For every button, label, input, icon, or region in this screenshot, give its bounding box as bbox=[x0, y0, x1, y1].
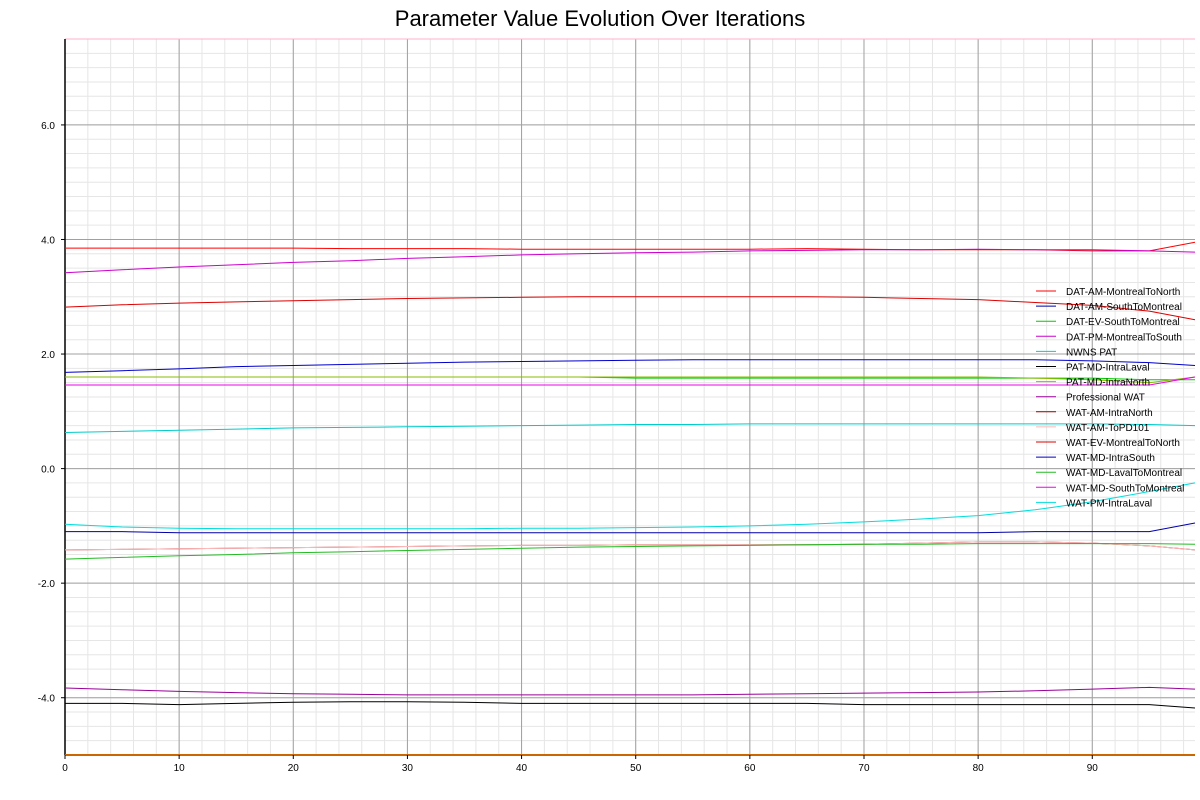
legend-label: WAT-MD-IntraSouth bbox=[1066, 453, 1155, 464]
series-line bbox=[64, 482, 1196, 530]
y-tick-label: 4.0 bbox=[41, 235, 55, 246]
legend-label: WAT-AM-ToPD101 bbox=[1066, 423, 1150, 434]
x-tick-label: 50 bbox=[630, 763, 642, 774]
series-line bbox=[65, 376, 1196, 384]
legend-label: DAT-AM-SouthToMontreal bbox=[1066, 302, 1182, 313]
legend-label: NWNS PAT bbox=[1066, 347, 1117, 358]
y-tick-label: -4.0 bbox=[38, 694, 56, 705]
series-line bbox=[65, 522, 1196, 534]
legend-label: WAT-PM-IntraLaval bbox=[1066, 498, 1152, 509]
x-tick-label: 10 bbox=[174, 763, 186, 774]
y-tick-label: 6.0 bbox=[41, 121, 55, 132]
legend-label: WAT-MD-LavalToMontreal bbox=[1066, 468, 1182, 479]
y-tick-label: 2.0 bbox=[41, 350, 55, 361]
legend-label: PAT-MD-IntraLaval bbox=[1066, 363, 1150, 374]
x-tick-label: 60 bbox=[744, 763, 756, 774]
chart-title: Parameter Value Evolution Over Iteration… bbox=[394, 6, 806, 31]
legend-label: DAT-PM-MontrealToSouth bbox=[1066, 332, 1182, 343]
series-line bbox=[64, 248, 1196, 274]
legend-label: Professional WAT bbox=[1066, 393, 1145, 404]
x-tick-label: 40 bbox=[516, 763, 528, 774]
y-tick-label: 0.0 bbox=[41, 465, 55, 476]
series-line bbox=[65, 701, 1196, 709]
series-line bbox=[64, 359, 1196, 373]
legend-label: WAT-EV-MontrealToNorth bbox=[1066, 438, 1180, 449]
x-tick-label: 80 bbox=[973, 763, 985, 774]
series-line bbox=[65, 376, 1196, 386]
series-line bbox=[64, 541, 1196, 551]
legend-label: WAT-AM-IntraNorth bbox=[1066, 408, 1153, 419]
x-tick-label: 30 bbox=[402, 763, 414, 774]
legend-label: PAT-MD-IntraNorth bbox=[1066, 378, 1150, 389]
x-tick-label: 0 bbox=[62, 763, 68, 774]
x-tick-label: 20 bbox=[288, 763, 300, 774]
series-line bbox=[64, 423, 1196, 433]
legend-label: WAT-MD-SouthToMontreal bbox=[1066, 483, 1184, 494]
series-line bbox=[64, 296, 1196, 321]
x-tick-label: 70 bbox=[858, 763, 870, 774]
legend-label: DAT-AM-MontrealToNorth bbox=[1066, 287, 1180, 298]
series-line bbox=[64, 543, 1196, 560]
x-tick-label: 90 bbox=[1087, 763, 1099, 774]
series-line bbox=[64, 686, 1196, 696]
y-tick-label: -2.0 bbox=[38, 579, 56, 590]
legend-label: DAT-EV-SouthToMontreal bbox=[1066, 317, 1180, 328]
